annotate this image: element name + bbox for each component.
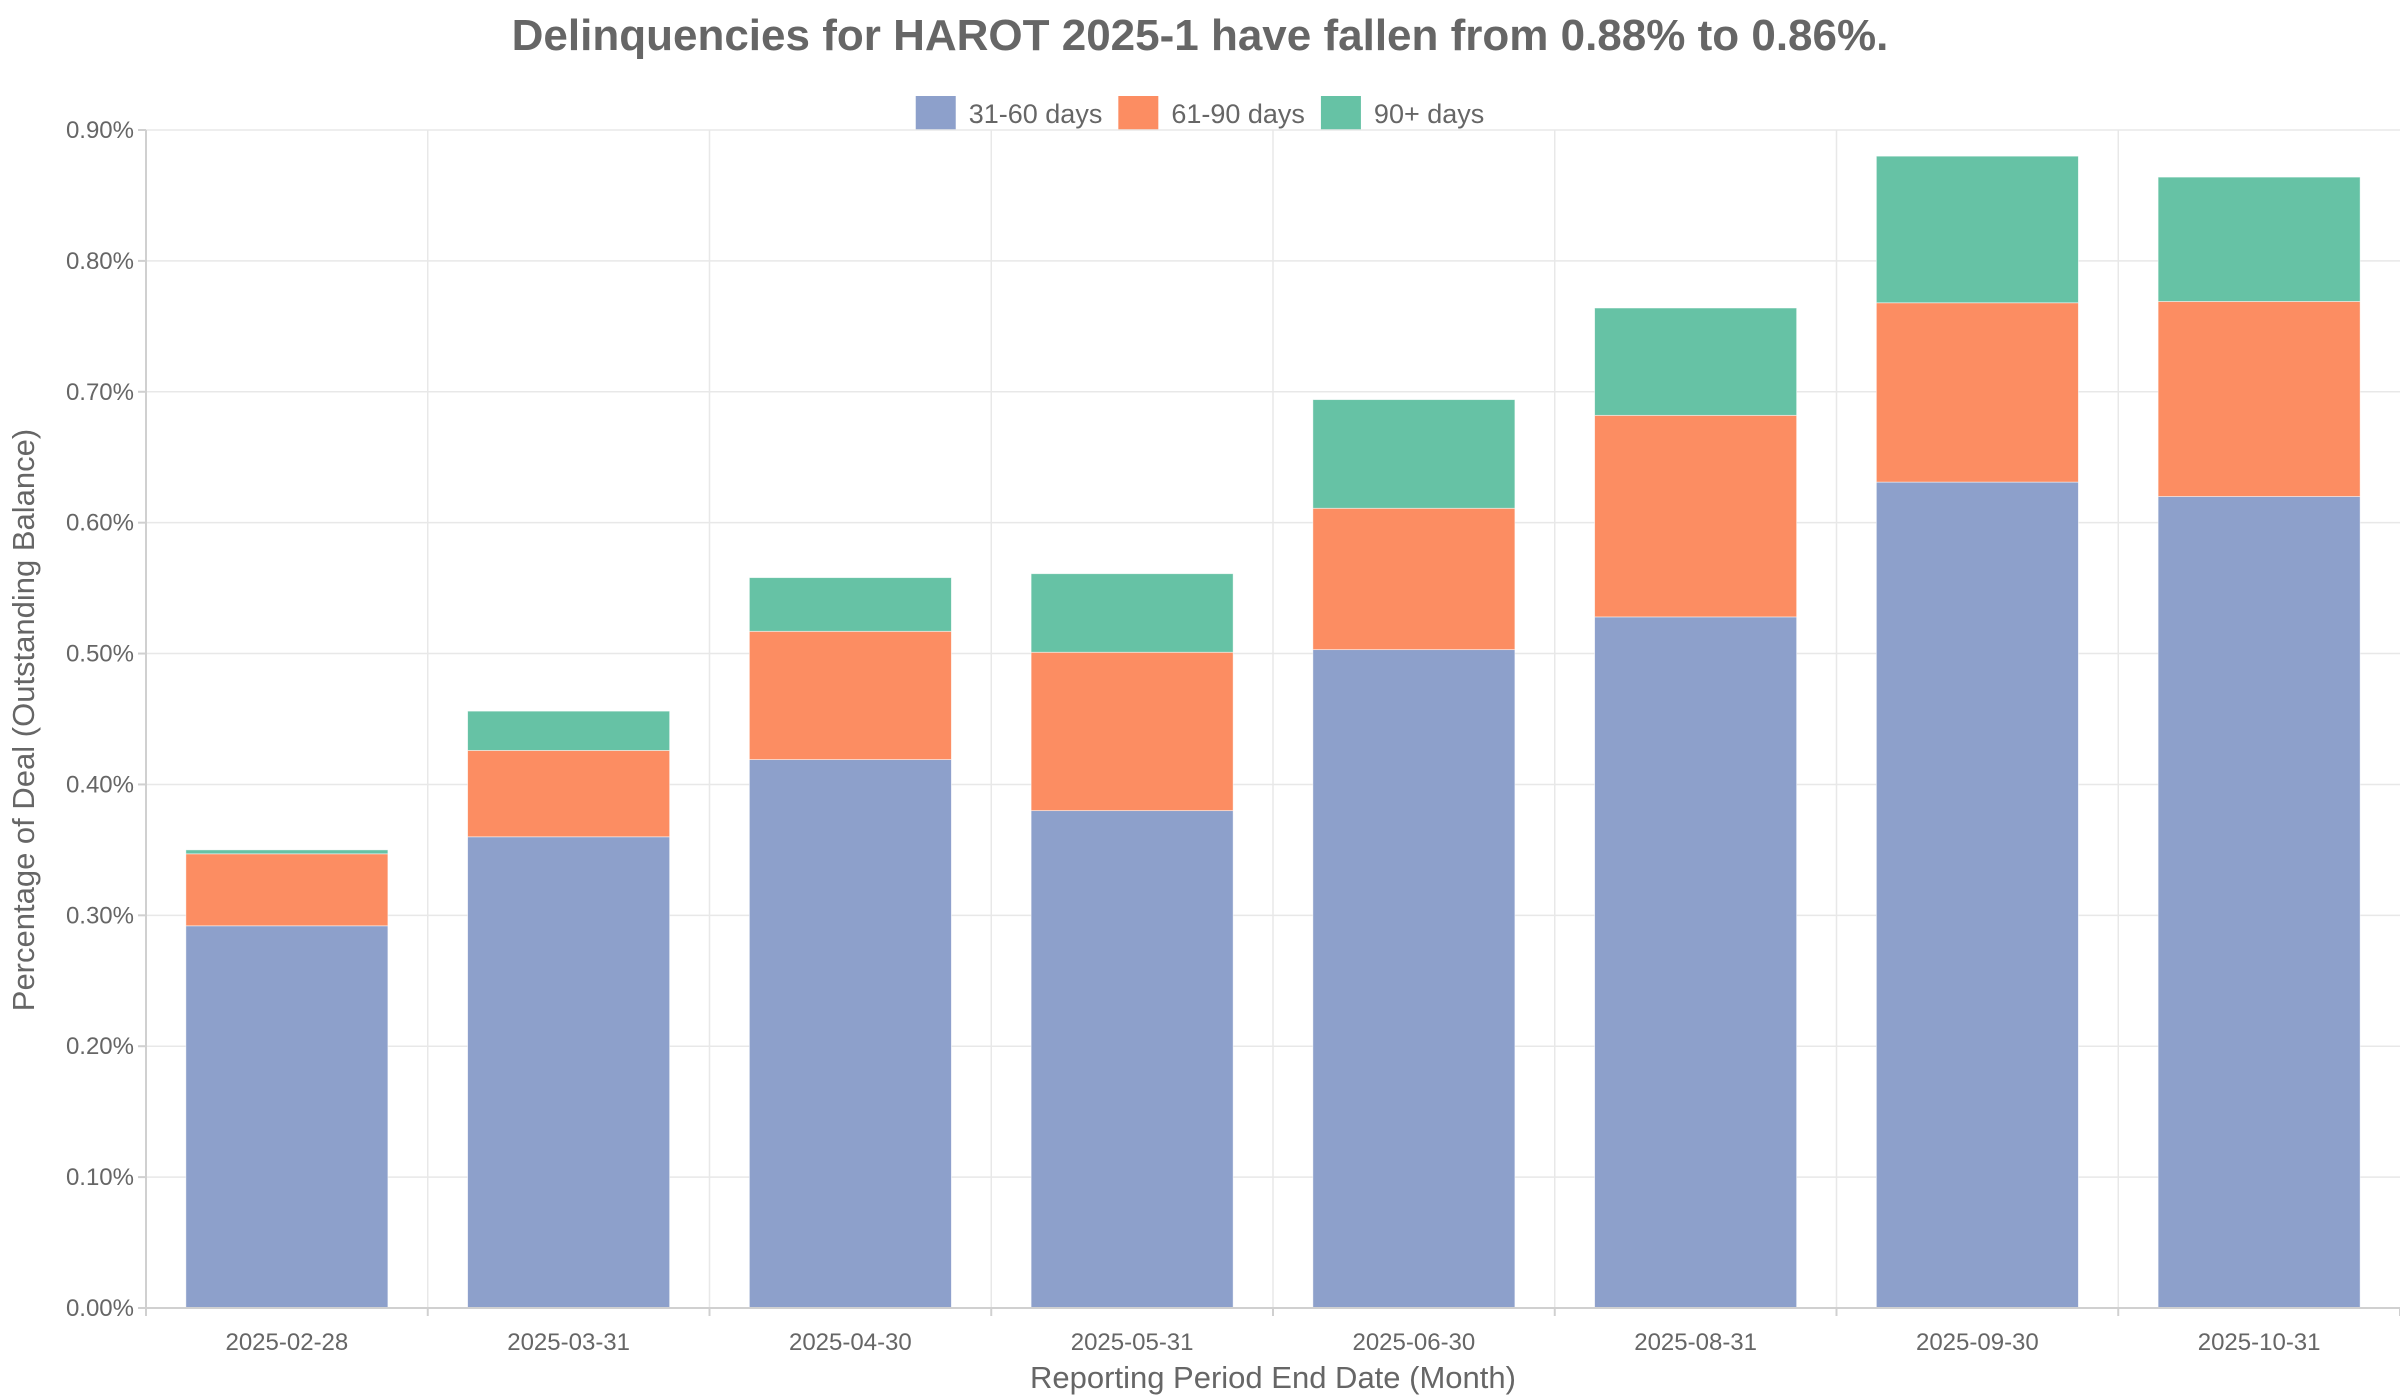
legend-item[interactable]: 61-90 days — [1118, 96, 1305, 130]
bar-segment-31-60-days — [748, 759, 952, 1309]
x-tick-label: 2025-05-31 — [1071, 1329, 1194, 1356]
bar-stack-2025-02-28 — [185, 849, 389, 1309]
bar-stack-2025-04-30 — [748, 577, 952, 1309]
axes: 0.00% 0.10% 0.20% 0.30% 0.40% 0.50% 0.60% 0.70%… — [66, 117, 2400, 1356]
legend-label: 61-90 days — [1171, 99, 1305, 129]
x-tick-label: 2025-08-31 — [1634, 1329, 1757, 1356]
bars — [185, 155, 2361, 1309]
y-tick-label: 0.70% — [66, 379, 134, 406]
bar-segment-61-90-days — [748, 630, 952, 760]
y-tick-label: 0.00% — [66, 1295, 134, 1322]
x-tick-label: 2025-06-30 — [1352, 1329, 1475, 1356]
bar-segment-61-90-days — [1594, 414, 1798, 618]
x-axis-title: Reporting Period End Date (Month) — [1030, 1360, 1516, 1395]
y-tick-label: 0.80% — [66, 248, 134, 275]
bar-segment-31-60-days — [2157, 496, 2361, 1309]
bar-stack-2025-09-30 — [1875, 155, 2079, 1309]
x-tick-label: 2025-03-31 — [507, 1329, 630, 1356]
bar-segment-90-days — [748, 577, 952, 632]
bar-segment-61-90-days — [1312, 507, 1516, 651]
legend-swatch — [915, 96, 956, 130]
y-tick-label: 0.40% — [66, 771, 134, 798]
y-tick-label: 0.10% — [66, 1164, 134, 1191]
bar-stack-2025-06-30 — [1312, 399, 1516, 1309]
y-tick-label: 0.60% — [66, 510, 134, 537]
bar-segment-90-days — [185, 849, 389, 855]
legend-swatch — [1118, 96, 1159, 130]
legend-label: 31-60 days — [969, 99, 1103, 129]
legend-label: 90+ days — [1374, 99, 1484, 129]
bar-stack-2025-10-31 — [2157, 176, 2361, 1309]
bar-segment-31-60-days — [1030, 810, 1234, 1309]
bar-segment-90-days — [1030, 573, 1234, 653]
bar-segment-90-days — [1312, 399, 1516, 509]
bar-segment-61-90-days — [1875, 302, 2079, 483]
bar-stack-2025-03-31 — [467, 710, 671, 1309]
x-tick-label: 2025-02-28 — [225, 1329, 348, 1356]
x-tick-label: 2025-09-30 — [1916, 1329, 2039, 1356]
chart-title: Delinquencies for HAROT 2025-1 have fall… — [512, 11, 1889, 60]
bar-segment-61-90-days — [185, 853, 389, 927]
bar-segment-61-90-days — [1030, 651, 1234, 812]
bar-segment-90-days — [467, 710, 671, 751]
y-tick-label: 0.50% — [66, 641, 134, 668]
bar-segment-61-90-days — [2157, 301, 2361, 497]
bar-segment-90-days — [1875, 155, 2079, 304]
legend-item[interactable]: 90+ days — [1320, 96, 1484, 130]
bar-stack-2025-08-31 — [1594, 307, 1798, 1309]
bar-segment-90-days — [2157, 176, 2361, 302]
y-tick-label: 0.30% — [66, 902, 134, 929]
legend: 31-60 days 61-90 days 90+ days — [915, 96, 1484, 130]
y-tick-label: 0.20% — [66, 1033, 134, 1060]
bar-stack-2025-05-31 — [1030, 573, 1234, 1309]
legend-item[interactable]: 31-60 days — [915, 96, 1103, 130]
bar-segment-31-60-days — [1875, 481, 2079, 1309]
x-tick-label: 2025-04-30 — [789, 1329, 912, 1356]
bar-segment-90-days — [1594, 307, 1798, 416]
legend-swatch — [1320, 96, 1361, 130]
bar-segment-31-60-days — [1594, 616, 1798, 1309]
y-axis-title: Percentage of Deal (Outstanding Balance) — [6, 429, 41, 1011]
bar-segment-31-60-days — [467, 836, 671, 1309]
x-tick-label: 2025-10-31 — [2198, 1329, 2321, 1356]
bar-segment-31-60-days — [1312, 649, 1516, 1309]
bar-segment-31-60-days — [185, 925, 389, 1309]
y-tick-label: 0.90% — [66, 117, 134, 144]
bar-segment-61-90-days — [467, 750, 671, 838]
